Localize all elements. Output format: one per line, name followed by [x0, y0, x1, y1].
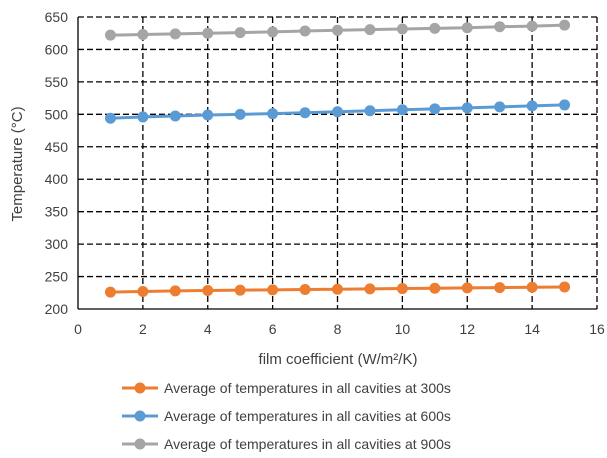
- data-point: [202, 27, 214, 39]
- y-tick-label: 500: [45, 106, 69, 122]
- data-point: [494, 101, 506, 113]
- data-point: [429, 282, 441, 294]
- series-1: [104, 281, 571, 298]
- data-point: [169, 28, 181, 40]
- data-point: [396, 104, 408, 116]
- x-tick-label: 2: [139, 321, 147, 337]
- y-tick-label: 200: [45, 301, 69, 317]
- data-point: [526, 100, 538, 112]
- y-axis-title: Temperature (°C): [9, 106, 26, 221]
- data-point: [461, 22, 473, 34]
- legend-item-2: Average of temperatures in all cavities …: [122, 408, 451, 424]
- data-point: [169, 285, 181, 297]
- data-point: [559, 281, 571, 293]
- y-tick-label: 250: [45, 269, 69, 285]
- data-point: [137, 29, 149, 41]
- legend-label: Average of temperatures in all cavities …: [164, 380, 451, 396]
- y-tick-label: 550: [45, 74, 69, 90]
- series-2: [104, 99, 571, 124]
- legend: Average of temperatures in all cavities …: [122, 380, 451, 452]
- legend-swatch-marker: [134, 410, 146, 422]
- x-tick-label: 16: [589, 321, 605, 337]
- y-tick-label: 650: [45, 9, 69, 25]
- data-point: [559, 19, 571, 31]
- data-point: [267, 284, 279, 296]
- y-tick-label: 350: [45, 204, 69, 220]
- series-group: [104, 19, 571, 298]
- data-point: [267, 26, 279, 38]
- data-point: [137, 285, 149, 297]
- data-point: [202, 109, 214, 121]
- x-tick-label: 8: [334, 321, 342, 337]
- data-point: [202, 285, 214, 297]
- y-tick-label: 600: [45, 41, 69, 57]
- axes: [77, 17, 597, 310]
- series-3: [104, 19, 571, 41]
- data-point: [234, 108, 246, 120]
- data-point: [526, 20, 538, 32]
- data-point: [267, 108, 279, 120]
- data-point: [364, 105, 376, 117]
- data-point: [396, 23, 408, 35]
- y-tick-label: 300: [45, 236, 69, 252]
- data-point: [104, 112, 116, 124]
- data-point: [234, 284, 246, 296]
- data-point: [364, 24, 376, 36]
- data-point: [429, 22, 441, 34]
- data-point: [169, 110, 181, 122]
- x-tick-label: 4: [204, 321, 212, 337]
- data-point: [332, 24, 343, 36]
- legend-item-1: Average of temperatures in all cavities …: [122, 380, 451, 396]
- legend-swatch-marker: [134, 382, 146, 394]
- data-point: [526, 281, 538, 293]
- y-tick-label: 450: [45, 139, 69, 155]
- data-point: [299, 107, 311, 119]
- data-point: [104, 286, 116, 298]
- data-point: [494, 21, 506, 33]
- legend-swatch-marker: [134, 438, 146, 450]
- x-tick-label: 12: [459, 321, 475, 337]
- data-point: [461, 282, 473, 294]
- x-axis-title: film coefficient (W/m²/K): [259, 351, 418, 368]
- legend-label: Average of temperatures in all cavities …: [164, 408, 451, 424]
- data-point: [429, 103, 441, 115]
- x-tick-label: 0: [74, 321, 82, 337]
- data-point: [396, 283, 408, 295]
- x-tick-label: 6: [269, 321, 277, 337]
- y-tick-label: 400: [45, 171, 69, 187]
- data-point: [559, 99, 571, 111]
- data-point: [461, 102, 473, 114]
- data-point: [494, 282, 506, 294]
- gridlines: [78, 16, 598, 309]
- x-tick-label: 10: [395, 321, 411, 337]
- data-point: [332, 283, 343, 295]
- tick-labels: 200 250 300 350 400 450 500 550 600 650 0 2 4 6 8 10 12 1…: [45, 9, 605, 337]
- data-point: [332, 106, 343, 118]
- data-point: [234, 27, 246, 39]
- x-tick-label: 14: [524, 321, 540, 337]
- data-point: [137, 111, 149, 123]
- data-point: [364, 283, 376, 295]
- data-point: [299, 25, 311, 37]
- data-point: [299, 284, 311, 296]
- legend-label: Average of temperatures in all cavities …: [164, 436, 451, 452]
- legend-item-3: Average of temperatures in all cavities …: [122, 436, 451, 452]
- data-point: [104, 29, 116, 41]
